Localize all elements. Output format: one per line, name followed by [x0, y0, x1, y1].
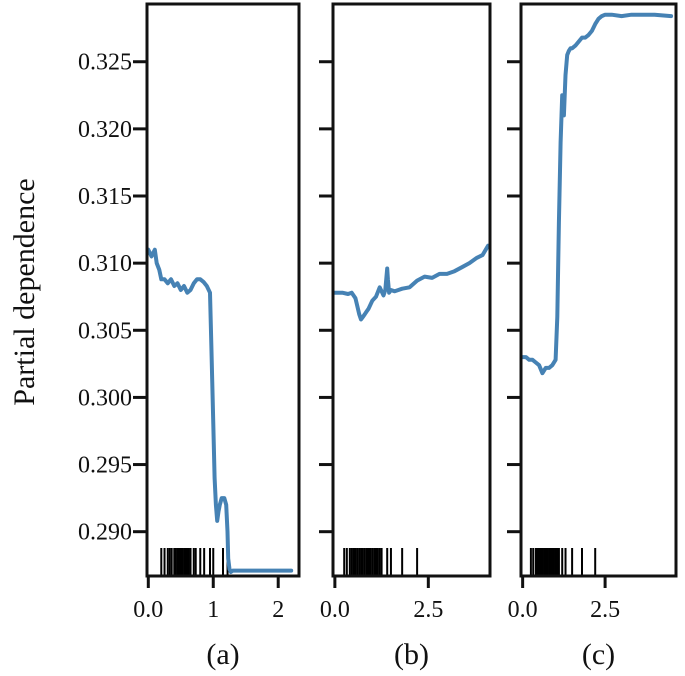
y-tick-label: 0.290 [78, 520, 132, 546]
x-tick-label: 0.0 [133, 597, 163, 623]
y-tick-label: 0.325 [78, 50, 132, 76]
panel-a: 0.0 1 2 (a) [133, 2, 301, 671]
y-tick-label: 0.305 [78, 318, 132, 344]
panels: 0.0 1 2 (a) 0.0 2.5 (b) 0.0 2.5 (c) [133, 2, 678, 671]
y-tick-label: 0.315 [78, 184, 132, 210]
x-tick-label: 2.5 [590, 597, 620, 623]
x-tick-label: 2.5 [413, 597, 443, 623]
panel-label: (a) [206, 638, 239, 671]
y-tick-label: 0.320 [78, 117, 132, 143]
pd-line [146, 247, 294, 574]
panel-label: (c) [582, 638, 615, 671]
y-tick-label: 0.310 [78, 251, 132, 277]
panel-frame [331, 2, 492, 578]
x-tick-label: 0.0 [508, 597, 538, 623]
panel-c: 0.0 2.5 (c) [507, 2, 678, 671]
y-axis-label: Partial dependence [8, 178, 41, 405]
pd-line [332, 243, 491, 322]
x-tick-label: 2 [272, 597, 284, 623]
panel-label: (b) [394, 638, 429, 671]
panel-b: 0.0 2.5 (b) [319, 2, 492, 671]
y-tick-label: 0.295 [78, 453, 132, 479]
y-tick-labels: 0.290 0.295 0.300 0.305 0.310 0.315 0.320 0.325 [78, 50, 132, 546]
panel-frame [519, 2, 678, 578]
x-tick-label: 0.0 [320, 597, 350, 623]
panel-frame [145, 2, 301, 578]
y-tick-label: 0.300 [78, 385, 132, 411]
pd-line [520, 12, 674, 376]
x-tick-label: 1 [207, 597, 219, 623]
